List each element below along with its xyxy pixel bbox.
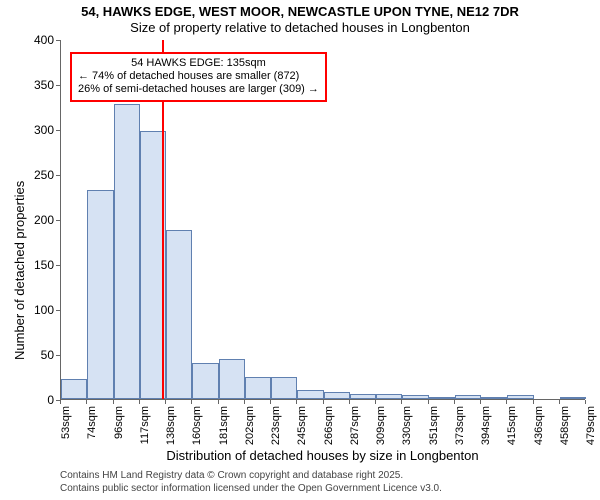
xtick-label: 287sqm [349, 406, 361, 446]
footnote-line1: Contains HM Land Registry data © Crown c… [60, 470, 403, 481]
xtick-label: 74sqm [86, 406, 98, 446]
xtick-mark [113, 400, 114, 404]
ytick-label: 100 [18, 303, 54, 317]
footnote-line2: Contains public sector information licen… [60, 483, 442, 494]
xtick-mark [323, 400, 324, 404]
xtick-mark [401, 400, 402, 404]
xtick-mark [191, 400, 192, 404]
histogram-bar [402, 395, 428, 399]
marker-callout: 54 HAWKS EDGE: 135sqm← 74% of detached h… [70, 52, 327, 102]
histogram-bar [245, 377, 271, 399]
xtick-label: 223sqm [270, 406, 282, 446]
histogram-bar [114, 104, 140, 399]
xtick-mark [559, 400, 560, 404]
histogram-bar [560, 397, 586, 399]
histogram-bar [87, 190, 113, 399]
histogram-bar [192, 363, 218, 399]
xtick-mark [454, 400, 455, 404]
xtick-label: 266sqm [323, 406, 335, 446]
xtick-label: 373sqm [454, 406, 466, 446]
xtick-mark [296, 400, 297, 404]
xtick-mark [244, 400, 245, 404]
xtick-label: 138sqm [165, 406, 177, 446]
histogram-bar [481, 397, 507, 399]
xtick-mark [165, 400, 166, 404]
ytick-label: 400 [18, 33, 54, 47]
ytick-label: 200 [18, 213, 54, 227]
ytick-mark [56, 175, 60, 176]
ytick-mark [56, 220, 60, 221]
xtick-label: 245sqm [296, 406, 308, 446]
xtick-mark [349, 400, 350, 404]
ytick-mark [56, 355, 60, 356]
ytick-label: 350 [18, 78, 54, 92]
xtick-label: 479sqm [585, 406, 597, 446]
xtick-mark [86, 400, 87, 404]
histogram-bar [271, 377, 297, 399]
xtick-label: 117sqm [139, 406, 151, 446]
xtick-mark [375, 400, 376, 404]
xtick-label: 351sqm [428, 406, 440, 446]
xtick-mark [585, 400, 586, 404]
xtick-label: 330sqm [401, 406, 413, 446]
histogram-bar [297, 390, 323, 399]
histogram-bar [219, 359, 245, 399]
ytick-label: 50 [18, 348, 54, 362]
ytick-label: 250 [18, 168, 54, 182]
xtick-label: 53sqm [60, 406, 72, 446]
xtick-label: 436sqm [533, 406, 545, 446]
xtick-label: 415sqm [506, 406, 518, 446]
ytick-label: 0 [18, 393, 54, 407]
histogram-bar [507, 395, 533, 399]
chart-title-line2: Size of property relative to detached ho… [0, 20, 600, 35]
xtick-mark [218, 400, 219, 404]
xtick-label: 309sqm [375, 406, 387, 446]
ytick-mark [56, 85, 60, 86]
xtick-label: 181sqm [218, 406, 230, 446]
ytick-label: 300 [18, 123, 54, 137]
xtick-mark [270, 400, 271, 404]
xtick-mark [139, 400, 140, 404]
callout-title: 54 HAWKS EDGE: 135sqm [78, 57, 319, 70]
callout-larger-line: 26% of semi-detached houses are larger (… [78, 83, 319, 96]
histogram-bar [324, 392, 350, 399]
histogram-bar [429, 397, 455, 399]
callout-smaller-line: ← 74% of detached houses are smaller (87… [78, 70, 319, 83]
xtick-mark [428, 400, 429, 404]
ytick-label: 150 [18, 258, 54, 272]
xtick-label: 458sqm [559, 406, 571, 446]
ytick-mark [56, 310, 60, 311]
ytick-mark [56, 265, 60, 266]
histogram-bar [166, 230, 192, 399]
ytick-mark [56, 130, 60, 131]
histogram-bar [455, 395, 481, 399]
chart-title-line1: 54, HAWKS EDGE, WEST MOOR, NEWCASTLE UPO… [0, 4, 600, 19]
histogram-bar [376, 394, 402, 399]
ytick-mark [56, 40, 60, 41]
x-axis-label: Distribution of detached houses by size … [60, 448, 585, 463]
histogram-bar [61, 379, 87, 399]
xtick-mark [506, 400, 507, 404]
xtick-label: 394sqm [480, 406, 492, 446]
xtick-mark [533, 400, 534, 404]
xtick-mark [60, 400, 61, 404]
xtick-label: 202sqm [244, 406, 256, 446]
histogram-bar [350, 394, 376, 399]
xtick-mark [480, 400, 481, 404]
xtick-label: 160sqm [191, 406, 203, 446]
xtick-label: 96sqm [113, 406, 125, 446]
